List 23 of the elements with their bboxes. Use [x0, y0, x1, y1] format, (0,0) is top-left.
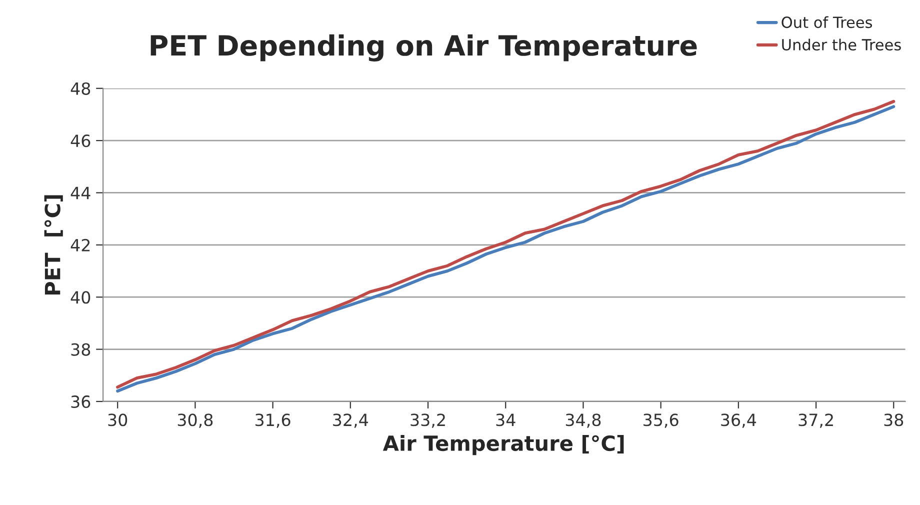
x-tick-label: 30	[108, 414, 128, 426]
y-tick-label: 48	[70, 82, 90, 95]
y-tick-label: 46	[70, 134, 90, 148]
x-tick-label: 34,8	[566, 414, 601, 428]
legend-label: Under the Trees	[782, 38, 901, 51]
y-tick-label: 38	[71, 343, 90, 356]
x-tick-label: 36,4	[721, 414, 756, 428]
x-tick-label: 37,2	[798, 414, 833, 428]
y-axis-title: PET [°C]	[44, 195, 63, 294]
x-tick-label: 33,2	[410, 414, 445, 428]
y-tick-label: 44	[70, 186, 90, 200]
y-tick-label: 40	[70, 291, 90, 304]
x-tick-label: 30,8	[178, 414, 213, 428]
x-tick-label: 31,6	[256, 414, 290, 428]
chart-title: PET Depending on Air Temperature	[150, 34, 697, 62]
x-tick-label: 34	[496, 414, 516, 426]
x-tick-label: 32,4	[333, 414, 368, 428]
x-tick-label: 35,6	[644, 414, 678, 428]
y-tick-label: 42	[70, 238, 90, 252]
x-axis-title: Air Temperature [°C]	[382, 434, 624, 456]
x-tick-label: 38	[884, 414, 904, 426]
y-tick-label: 36	[71, 395, 90, 408]
legend-label: Out of Trees	[782, 16, 872, 28]
